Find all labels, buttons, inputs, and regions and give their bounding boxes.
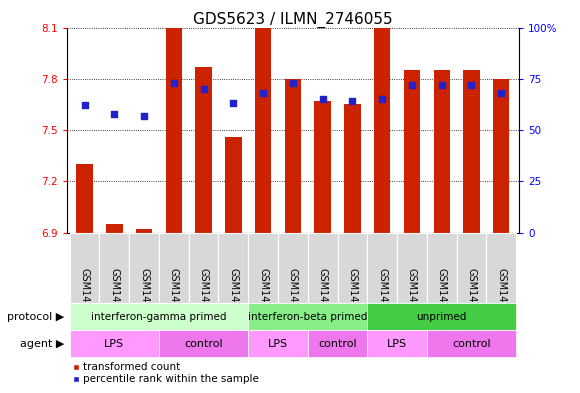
Point [110, 110, 119, 117]
Text: unprimed: unprimed [416, 312, 467, 321]
Point [259, 90, 268, 96]
Point [139, 112, 148, 119]
Text: LPS: LPS [268, 338, 288, 349]
Bar [77, 164, 93, 233]
Point [199, 86, 208, 92]
Bar [374, 28, 390, 233]
Bar [248, 233, 278, 303]
Point [348, 98, 357, 105]
Bar [129, 233, 159, 303]
Bar [248, 303, 367, 330]
Bar [367, 233, 397, 303]
Point [496, 90, 506, 96]
Text: GSM1470335: GSM1470335 [109, 268, 119, 333]
Text: GSM1470343: GSM1470343 [198, 268, 209, 333]
Bar [219, 233, 248, 303]
Text: GSM1470337: GSM1470337 [258, 268, 268, 333]
Bar [159, 330, 248, 357]
Bar [433, 70, 450, 233]
Bar [427, 330, 516, 357]
Bar [308, 330, 367, 357]
Point [407, 82, 416, 88]
Text: LPS: LPS [104, 338, 124, 349]
Text: GSM1470334: GSM1470334 [79, 268, 89, 333]
Point [169, 80, 179, 86]
Point [288, 80, 298, 86]
Text: GSM1470344: GSM1470344 [229, 268, 238, 333]
Text: interferon-gamma primed: interferon-gamma primed [91, 312, 227, 321]
Bar [487, 233, 516, 303]
Point [467, 82, 476, 88]
Bar [367, 303, 516, 330]
Text: GSM1470341: GSM1470341 [496, 268, 506, 333]
Text: GSM1470332: GSM1470332 [377, 268, 387, 333]
Bar [285, 79, 301, 233]
Bar [70, 303, 248, 330]
Bar [308, 233, 338, 303]
Bar [367, 330, 427, 357]
Bar [70, 233, 99, 303]
Bar [404, 70, 420, 233]
Point [229, 100, 238, 107]
Bar [456, 233, 487, 303]
Bar [106, 224, 122, 233]
Text: control: control [184, 338, 223, 349]
Bar [225, 137, 241, 233]
Text: control: control [452, 338, 491, 349]
Text: GSM1470339: GSM1470339 [437, 268, 447, 333]
Legend: transformed count, percentile rank within the sample: transformed count, percentile rank withi… [72, 362, 259, 384]
Bar [463, 70, 480, 233]
Bar [136, 229, 153, 233]
Bar [166, 28, 182, 233]
Bar [397, 233, 427, 303]
Bar [345, 105, 361, 233]
Bar [248, 330, 308, 357]
Bar [188, 233, 219, 303]
Text: interferon-beta primed: interferon-beta primed [248, 312, 368, 321]
Bar [255, 28, 271, 233]
Text: GSM1470342: GSM1470342 [169, 268, 179, 333]
Point [318, 96, 327, 103]
Bar [493, 79, 509, 233]
Text: GSM1470333: GSM1470333 [407, 268, 417, 333]
Point [437, 82, 447, 88]
Bar [195, 67, 212, 233]
Bar [314, 101, 331, 233]
Text: agent ▶: agent ▶ [20, 338, 64, 349]
Point [80, 102, 89, 108]
Text: GSM1470345: GSM1470345 [318, 268, 328, 333]
Bar [70, 330, 159, 357]
Title: GDS5623 / ILMN_2746055: GDS5623 / ILMN_2746055 [193, 11, 393, 28]
Text: LPS: LPS [387, 338, 407, 349]
Point [378, 96, 387, 103]
Text: GSM1470336: GSM1470336 [139, 268, 149, 333]
Bar [159, 233, 188, 303]
Text: GSM1470340: GSM1470340 [466, 268, 477, 333]
Bar [99, 233, 129, 303]
Text: GSM1470346: GSM1470346 [347, 268, 357, 333]
Bar [278, 233, 308, 303]
Text: protocol ▶: protocol ▶ [7, 312, 64, 321]
Bar [338, 233, 367, 303]
Text: control: control [318, 338, 357, 349]
Text: GSM1470338: GSM1470338 [288, 268, 298, 333]
Bar [427, 233, 456, 303]
